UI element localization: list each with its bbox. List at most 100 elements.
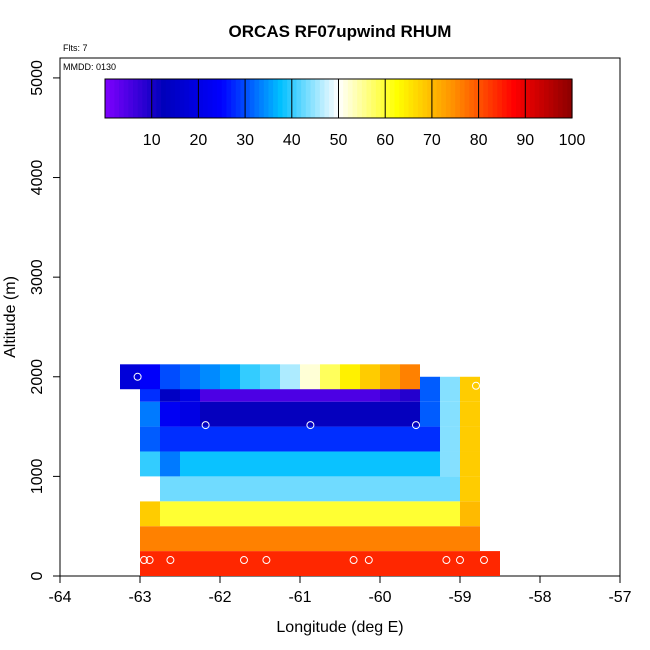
colorbar-segment	[193, 79, 199, 118]
heatmap-cell	[380, 451, 400, 477]
chart-title: ORCAS RF07upwind RHUM	[229, 22, 452, 41]
heatmap-cell	[320, 364, 340, 390]
heatmap-cell	[300, 501, 320, 527]
heatmap-cell	[140, 476, 160, 502]
heatmap-cell	[300, 551, 320, 576]
heatmap-cell	[140, 501, 160, 527]
colorbar-tick-label: 30	[236, 132, 254, 149]
heatmap-cell	[340, 476, 360, 502]
heatmap-cell	[380, 526, 400, 552]
heatmap-cell	[360, 364, 380, 390]
colorbar-segment	[478, 79, 484, 118]
colorbar-tick-label: 90	[516, 132, 534, 149]
colorbar-segment	[427, 79, 433, 118]
colorbar-segment	[142, 79, 148, 118]
x-tick-label: -61	[288, 589, 311, 606]
observation-marker	[472, 381, 480, 390]
colorbar-segment	[431, 79, 438, 118]
heatmap-cell	[380, 426, 400, 452]
colorbar-segment	[109, 79, 115, 118]
observation-marker	[412, 421, 420, 430]
colorbar-segment	[441, 79, 447, 118]
colorbar-segment	[492, 79, 498, 118]
heatmap-cell	[220, 501, 240, 527]
heatmap-cell	[160, 364, 180, 390]
heatmap-cell	[280, 426, 300, 452]
colorbar-segment	[240, 79, 246, 118]
heatmap-cell	[300, 526, 320, 552]
heatmap-cell	[340, 451, 360, 477]
x-tick-label: -64	[48, 589, 71, 606]
heatmap-cell	[200, 364, 220, 390]
observation-marker	[166, 556, 175, 565]
colorbar-segment	[273, 79, 279, 118]
heatmap-cell	[160, 451, 180, 477]
observation-marker	[442, 556, 451, 565]
heatmap-cell	[140, 526, 160, 552]
heatmap-cell	[240, 426, 260, 452]
colorbar-segment	[310, 79, 316, 118]
heatmap-cell	[260, 476, 280, 502]
heatmap-cell	[360, 401, 380, 427]
heatmap-cell	[400, 364, 420, 390]
heatmap-cell	[200, 451, 220, 477]
heatmap-cell	[300, 364, 320, 390]
colorbar-segment	[114, 79, 120, 118]
colorbar-segment	[212, 79, 218, 118]
colorbar-segment	[151, 79, 157, 118]
heatmap-cell	[420, 501, 440, 527]
heatmap-cell	[260, 551, 280, 576]
heatmap-cell	[320, 401, 340, 427]
heatmap-cell	[420, 476, 440, 502]
heatmap-cell	[260, 426, 280, 452]
colorbar-segment	[529, 79, 536, 118]
colorbar-segment	[511, 79, 517, 118]
colorbar-tick-label: 20	[190, 132, 208, 149]
colorbar-segment	[403, 79, 410, 118]
heatmap-cell	[460, 376, 480, 402]
heatmap-cell	[400, 526, 420, 552]
heatmap-cell	[260, 364, 280, 390]
colorbar-segment	[515, 79, 522, 118]
heatmap-cell	[140, 426, 160, 452]
heatmap-cell	[320, 551, 340, 576]
colorbar-segment	[506, 79, 512, 118]
colorbar-segment	[366, 79, 372, 118]
heatmap-cell	[440, 426, 460, 452]
observation-marker	[262, 556, 271, 565]
heatmap-cell	[280, 451, 300, 477]
colorbar-segment	[221, 79, 228, 118]
heatmap-cell	[380, 364, 400, 390]
heatmap-cell	[180, 426, 200, 452]
heatmap-cell	[260, 451, 280, 477]
heatmap-cell	[300, 476, 320, 502]
heatmap-cell	[340, 526, 360, 552]
colorbar-segment	[445, 79, 452, 118]
colorbar-segment	[385, 79, 391, 118]
colorbar-segment	[133, 79, 139, 118]
colorbar-segment	[254, 79, 260, 118]
observation-marker	[201, 421, 210, 430]
observation-markers	[133, 372, 488, 565]
y-axis-label: Altitude (m)	[2, 276, 19, 358]
y-tick-label: 3000	[29, 259, 46, 295]
observation-marker	[145, 556, 154, 565]
flights-count-note: Flts: 7	[63, 43, 88, 53]
colorbar-segment	[525, 79, 531, 118]
heatmap-cell	[460, 401, 480, 427]
colorbar-segment	[343, 79, 349, 118]
x-tick-label: -58	[528, 589, 551, 606]
heatmap-cell	[220, 476, 240, 502]
heatmap-cell	[260, 401, 280, 427]
heatmap-cell	[280, 364, 300, 390]
colorbar-segment	[119, 79, 125, 118]
colorbar-segment	[315, 79, 321, 118]
y-tick-label: 4000	[29, 160, 46, 196]
heatmap-cell	[160, 476, 180, 502]
heatmap-cells	[120, 364, 500, 576]
heatmap-cell	[460, 501, 480, 527]
y-tick-label: 0	[29, 571, 46, 580]
heatmap-cell	[400, 501, 420, 527]
colorbar-segment	[179, 79, 185, 118]
colorbar-segment	[170, 79, 176, 118]
